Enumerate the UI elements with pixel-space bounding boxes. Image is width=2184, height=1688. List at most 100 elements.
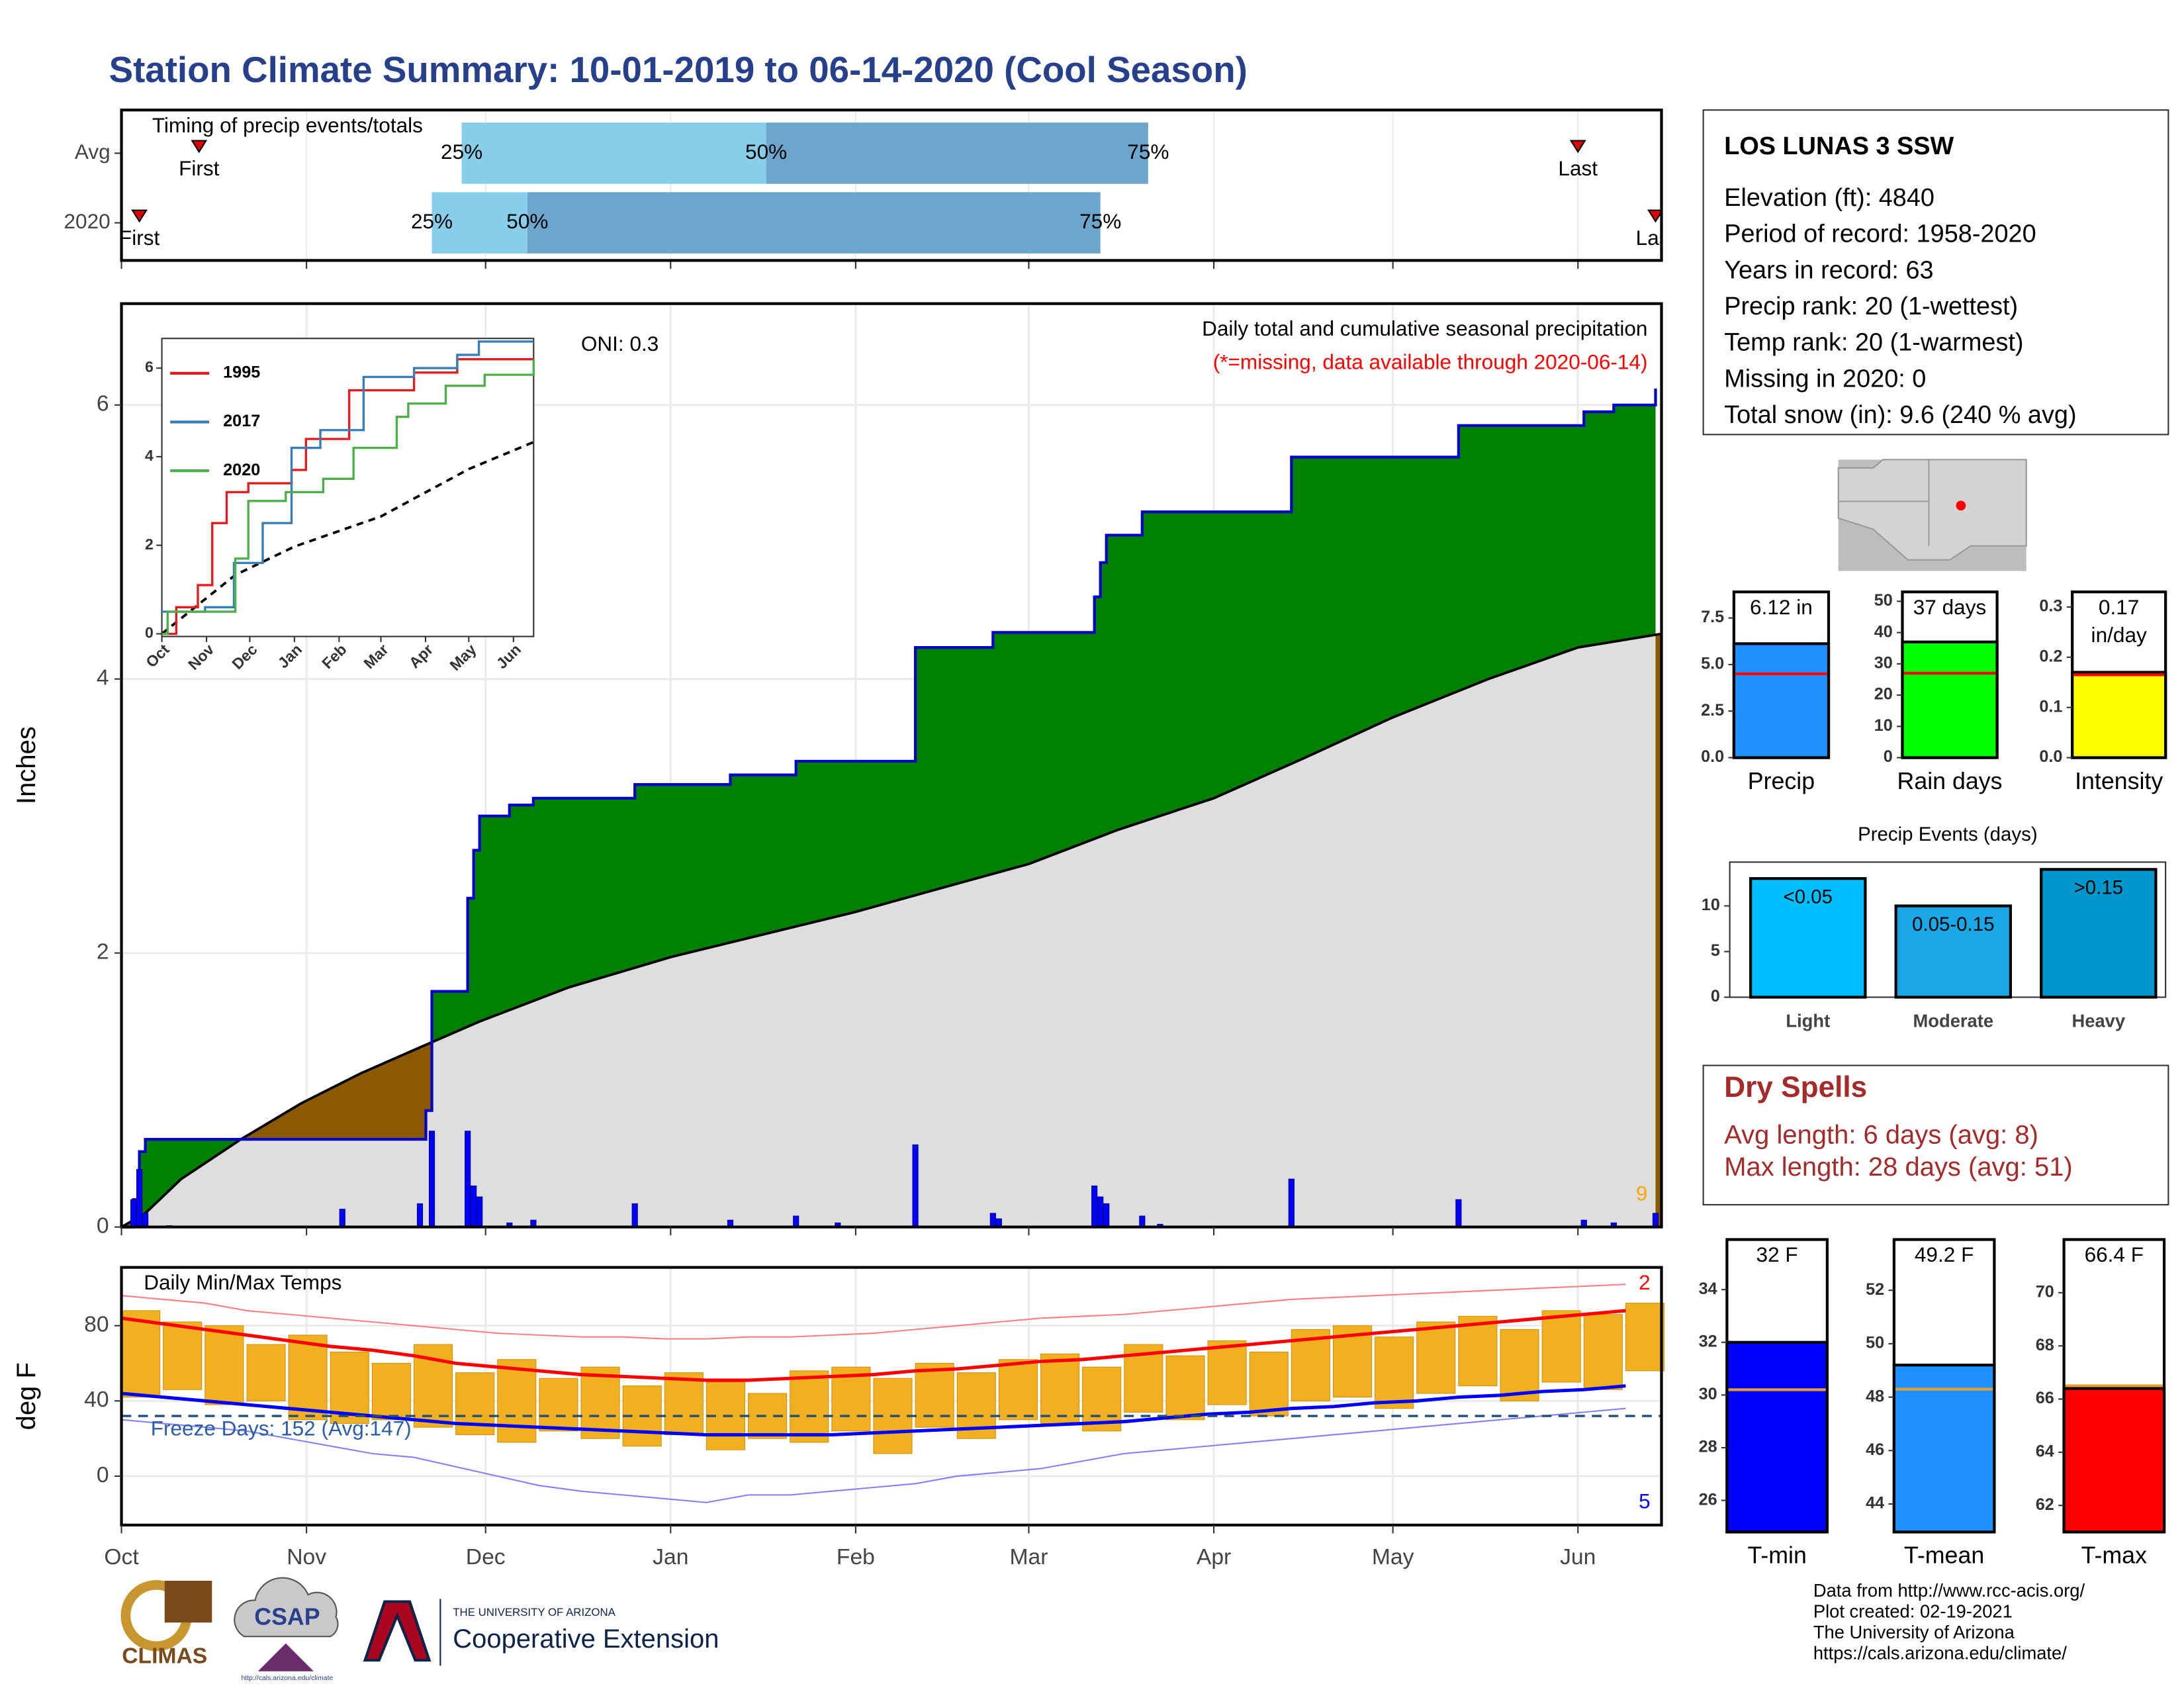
daily-bar bbox=[1097, 1196, 1104, 1228]
average-area bbox=[121, 633, 1656, 1227]
event-marker bbox=[1647, 209, 1662, 223]
y-tick-label: 10 bbox=[1702, 896, 1720, 914]
observed-range bbox=[1458, 1315, 1498, 1387]
y-axis-label: Inches bbox=[12, 726, 41, 804]
bar bbox=[1901, 640, 1999, 759]
max-count: 2 bbox=[1639, 1270, 1651, 1294]
climas-text: CLIMAS bbox=[122, 1644, 207, 1669]
map-states bbox=[1837, 459, 2027, 561]
x-tick-label: Light bbox=[1786, 1011, 1830, 1031]
x-tick-label: Apr bbox=[1197, 1545, 1231, 1570]
frame bbox=[120, 1266, 1663, 1526]
quartile-label: 50% bbox=[506, 209, 548, 233]
y-tick-label: 34 bbox=[1699, 1280, 1717, 1298]
daily-bar bbox=[793, 1215, 799, 1228]
y-tick-label: 6 bbox=[145, 358, 154, 375]
y-tick-label: 0.3 bbox=[2039, 597, 2062, 616]
y-tick-label: 62 bbox=[2036, 1495, 2054, 1514]
station-line: Total snow (in): 9.6 (240 % avg) bbox=[1724, 401, 2076, 429]
station-line: Years in record: 63 bbox=[1724, 256, 1933, 284]
event-marker bbox=[1569, 140, 1586, 154]
daily-bar bbox=[130, 1199, 137, 1228]
bar bbox=[1894, 904, 2013, 999]
value-label: 0.17 in/day bbox=[2091, 596, 2147, 648]
value-label-box: 6.12 in bbox=[1750, 596, 1813, 620]
daily-bar bbox=[471, 1185, 477, 1228]
observed-range bbox=[1625, 1303, 1665, 1372]
record-line bbox=[121, 1407, 1626, 1503]
daily-bar bbox=[1652, 1213, 1659, 1228]
missing-label: 9 bbox=[1636, 1182, 1648, 1205]
bar bbox=[1749, 877, 1867, 999]
bar bbox=[1725, 1340, 1829, 1534]
dry-spells-line: Max length: 28 days (avg: 51) bbox=[1724, 1152, 2073, 1182]
y-tick-label: 0.1 bbox=[2039, 697, 2062, 716]
y-tick-label: 0 bbox=[97, 1463, 109, 1487]
footer-line: The University of Arizona bbox=[1813, 1622, 2015, 1642]
y-tick-label: 20 bbox=[1874, 685, 1893, 704]
y-tick-label: 5 bbox=[1711, 941, 1720, 960]
frame bbox=[120, 302, 1663, 1229]
y-tick-label: 2.5 bbox=[1701, 701, 1724, 720]
y-tick-label: 26 bbox=[1699, 1490, 1717, 1509]
value-label: 37 days bbox=[1913, 596, 1987, 620]
panel-title: Timing of precip events/totals bbox=[152, 113, 423, 137]
quartile-bar bbox=[766, 122, 1148, 184]
station-line: Missing in 2020: 0 bbox=[1724, 365, 1926, 393]
average-line bbox=[121, 1309, 1626, 1382]
average-line bbox=[120, 632, 1662, 1229]
dry-spells-title: Dry Spells bbox=[1724, 1071, 1867, 1103]
average-line bbox=[161, 441, 535, 635]
station-line: Elevation (ft): 4840 bbox=[1724, 184, 1934, 212]
y-tick-label: 64 bbox=[2036, 1442, 2054, 1461]
observed-range bbox=[1583, 1314, 1623, 1390]
y-tick-label: 4 bbox=[145, 447, 154, 464]
daily-bar bbox=[465, 1131, 471, 1228]
x-axis-label: T-min bbox=[1747, 1542, 1806, 1569]
y-tick-label: 28 bbox=[1699, 1438, 1717, 1456]
y-tick-label: 46 bbox=[1866, 1440, 1884, 1459]
x-tick-label: Moderate bbox=[1913, 1011, 1994, 1031]
y-tick-label: 0.0 bbox=[1701, 747, 1724, 766]
y-tick-label: 44 bbox=[1866, 1494, 1884, 1513]
y-tick-label: 4 bbox=[97, 666, 109, 690]
daily-bar bbox=[1103, 1203, 1110, 1228]
observed-range bbox=[121, 1310, 161, 1398]
csap-mountain bbox=[257, 1643, 314, 1671]
observed-range bbox=[163, 1321, 203, 1390]
bar-label: <0.05 bbox=[1784, 886, 1833, 908]
y-tick-label: 52 bbox=[1866, 1280, 1884, 1299]
event-marker bbox=[191, 140, 208, 154]
bar-label: 0.05-0.15 bbox=[1912, 914, 1994, 935]
x-tick-label: Jan bbox=[653, 1545, 688, 1570]
observed-range bbox=[288, 1335, 328, 1421]
y-tick-label: 0 bbox=[145, 624, 154, 641]
daily-bar bbox=[1091, 1185, 1098, 1228]
value-label-box: 32 F bbox=[1756, 1244, 1798, 1268]
bar bbox=[2071, 671, 2167, 759]
value-label: 66.4 F bbox=[2084, 1243, 2144, 1268]
bar bbox=[1732, 642, 1831, 759]
x-axis-label: Precip bbox=[1748, 768, 1815, 794]
y-tick-label: 10 bbox=[1874, 716, 1893, 735]
quartile-bar bbox=[432, 192, 527, 254]
y-tick-label: 40 bbox=[1874, 622, 1893, 641]
observed-range bbox=[664, 1372, 704, 1435]
x-tick-label: Heavy bbox=[2072, 1011, 2126, 1031]
x-tick-label: Oct bbox=[104, 1545, 139, 1570]
x-tick-label: Nov bbox=[287, 1545, 326, 1570]
quartile-label: 50% bbox=[745, 140, 787, 164]
x-tick-label: Jun bbox=[1560, 1545, 1596, 1570]
frame bbox=[120, 109, 1663, 262]
ua-text: THE UNIVERSITY OF ARIZONA bbox=[453, 1606, 615, 1618]
value-label-box: 37 days bbox=[1913, 596, 1987, 620]
logos: CLIMAS CSAP http://cals.arizona.edu/clim… bbox=[120, 1577, 719, 1682]
observed-range bbox=[371, 1362, 411, 1421]
bar bbox=[2040, 868, 2158, 999]
y-tick-label: 0.2 bbox=[2039, 647, 2062, 665]
panel-title: Daily Min/Max Temps bbox=[144, 1270, 341, 1294]
series-line bbox=[161, 340, 534, 613]
y-tick-label: 32 bbox=[1699, 1332, 1717, 1350]
